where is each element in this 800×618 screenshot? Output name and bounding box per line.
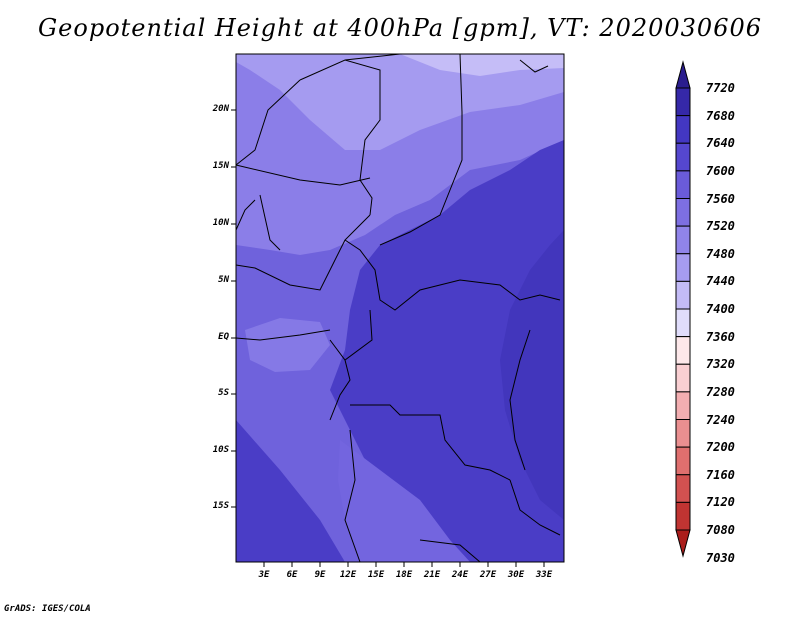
- colorbar-segment: [675, 170, 691, 199]
- contour-region-dark-central: [330, 140, 564, 562]
- lat-label: 5N: [218, 275, 229, 285]
- lat-tick-marks: [231, 109, 236, 508]
- lat-label: 20N: [212, 104, 229, 114]
- map-title: Geopotential Height at 400hPa [gpm], VT:…: [38, 14, 762, 42]
- colorbar-segment: [675, 280, 691, 310]
- colorbar-label: 7320: [706, 357, 735, 372]
- lon-label: 15E: [367, 570, 385, 580]
- country-borders: [235, 53, 561, 563]
- colorbar-segment: [675, 142, 691, 172]
- colorbar-label: 7240: [706, 412, 735, 427]
- colorbar-segment: [675, 501, 691, 531]
- lon-label: 27E: [479, 570, 497, 580]
- colorbar-label: 7560: [706, 191, 735, 206]
- colorbar-label: 7720: [706, 81, 735, 95]
- colorbar-segment: [675, 391, 691, 420]
- lon-label: 21E: [423, 570, 441, 580]
- lon-label: 33E: [535, 570, 553, 580]
- contour-region-dark-southwest: [236, 420, 345, 562]
- colorbar-segment: [675, 87, 691, 117]
- contour-region-light-south: [338, 440, 470, 562]
- lat-label: EQ: [218, 332, 229, 342]
- lon-tick-marks: [263, 562, 545, 567]
- colorbar-label: 7120: [706, 495, 735, 510]
- colorbar-label: 7030: [706, 550, 735, 565]
- colorbar-label: 7520: [706, 219, 735, 234]
- colorbar-segment: [675, 115, 691, 144]
- colorbar-label: 7480: [706, 246, 735, 261]
- colorbar-label: 7080: [706, 523, 735, 537]
- lon-label: 3E: [258, 570, 270, 580]
- colorbar-label: 7160: [706, 467, 735, 482]
- colorbar-label: 7280: [706, 384, 735, 399]
- lon-label: 18E: [395, 570, 413, 580]
- lat-label: 15S: [212, 501, 229, 511]
- map-frame-border: [235, 53, 565, 563]
- colorbar-label: 7400: [706, 302, 735, 316]
- lon-label: 9E: [314, 570, 326, 580]
- colorbar-label: 7680: [706, 108, 735, 123]
- colorbar-label: 7360: [706, 329, 735, 344]
- colorbar-label: 7200: [706, 440, 735, 455]
- colorbar: [675, 60, 691, 558]
- colorbar-segment: [675, 198, 691, 227]
- lat-label: 15N: [212, 161, 229, 171]
- lat-label: 10N: [212, 218, 229, 228]
- colorbar-bottom-arrow: [675, 529, 691, 558]
- lon-label: 30E: [507, 570, 525, 580]
- lat-label: 5S: [218, 388, 229, 398]
- colorbar-segment: [675, 446, 691, 476]
- lon-label: 6E: [286, 570, 298, 580]
- lon-label: 24E: [451, 570, 469, 580]
- contour-region-palest-north: [400, 54, 564, 76]
- colorbar-segment: [675, 336, 691, 365]
- colorbar-segment: [675, 253, 691, 282]
- colorbar-segment: [675, 363, 691, 393]
- colorbar-label: 7600: [706, 163, 735, 178]
- colorbar-segment: [675, 474, 691, 503]
- contour-region-darker-east: [500, 230, 564, 520]
- colorbar-label: 7440: [706, 274, 735, 289]
- contour-region-patch-equator: [245, 318, 330, 372]
- colorbar-segment: [675, 308, 691, 338]
- colorbar-top-arrow: [675, 60, 691, 89]
- colorbar-label: 7640: [706, 136, 735, 151]
- lat-label: 10S: [212, 445, 229, 455]
- lon-label: 12E: [339, 570, 357, 580]
- colorbar-segment: [675, 419, 691, 448]
- credit-text: GrADS: IGES/COLA: [4, 604, 91, 614]
- colorbar-segment: [675, 225, 691, 255]
- contour-region-lightest-north: [236, 54, 564, 150]
